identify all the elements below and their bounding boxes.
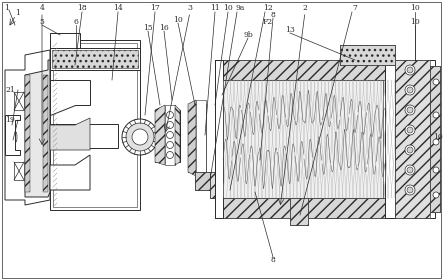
Circle shape: [167, 111, 174, 118]
Text: 15: 15: [143, 24, 153, 32]
Bar: [14, 162, 24, 180]
Polygon shape: [290, 198, 308, 225]
Bar: [290, 198, 308, 225]
Text: 9b: 9b: [243, 31, 253, 39]
Bar: [430, 66, 440, 212]
Circle shape: [126, 123, 154, 151]
Circle shape: [407, 107, 413, 113]
Polygon shape: [188, 100, 196, 176]
Bar: [53, 43, 137, 207]
Circle shape: [405, 105, 415, 115]
Bar: [14, 92, 24, 110]
Circle shape: [122, 119, 158, 155]
Circle shape: [405, 185, 415, 195]
Text: 10: 10: [410, 4, 420, 12]
Text: 8: 8: [271, 11, 276, 19]
Polygon shape: [210, 172, 232, 198]
Polygon shape: [50, 155, 90, 190]
Bar: [215, 60, 223, 218]
Circle shape: [167, 141, 174, 148]
Polygon shape: [5, 50, 50, 205]
Text: 13: 13: [285, 26, 295, 34]
Circle shape: [167, 151, 174, 158]
Text: 16: 16: [159, 24, 169, 32]
Polygon shape: [155, 105, 165, 165]
Circle shape: [405, 85, 415, 95]
Polygon shape: [175, 105, 180, 165]
Text: 3: 3: [187, 4, 193, 12]
Bar: [395, 60, 435, 218]
Bar: [340, 45, 395, 65]
Text: 1: 1: [16, 9, 20, 17]
Polygon shape: [43, 75, 48, 192]
Polygon shape: [5, 115, 20, 155]
Text: 2: 2: [303, 4, 307, 12]
Polygon shape: [430, 66, 440, 212]
Polygon shape: [196, 100, 206, 176]
Polygon shape: [395, 60, 430, 218]
Text: F2: F2: [263, 18, 273, 26]
Bar: [188, 104, 206, 172]
Circle shape: [407, 147, 413, 153]
Text: 11: 11: [210, 4, 220, 12]
Circle shape: [167, 132, 174, 139]
Bar: [385, 60, 395, 218]
Text: 1: 1: [4, 4, 9, 12]
Text: 10: 10: [173, 16, 183, 24]
Bar: [155, 110, 180, 162]
Bar: [195, 172, 215, 190]
Text: 10: 10: [410, 18, 420, 26]
Circle shape: [405, 145, 415, 155]
Text: 21: 21: [5, 86, 15, 94]
Circle shape: [405, 65, 415, 75]
Circle shape: [407, 67, 413, 73]
Circle shape: [405, 125, 415, 135]
Circle shape: [433, 167, 439, 173]
Bar: [50, 33, 80, 48]
Circle shape: [407, 127, 413, 133]
Bar: [223, 80, 383, 198]
Text: 5: 5: [39, 18, 44, 26]
Bar: [52, 50, 138, 68]
Bar: [50, 124, 118, 148]
Circle shape: [167, 122, 174, 129]
Polygon shape: [25, 60, 50, 197]
Text: 17: 17: [150, 4, 160, 12]
Polygon shape: [50, 80, 90, 115]
Bar: [210, 172, 232, 198]
Text: 6: 6: [74, 18, 78, 26]
Polygon shape: [340, 45, 395, 65]
Text: 8: 8: [271, 256, 276, 264]
Polygon shape: [165, 105, 175, 165]
Text: 4: 4: [39, 4, 44, 12]
Polygon shape: [215, 60, 395, 80]
Circle shape: [433, 112, 439, 118]
Text: 7: 7: [353, 4, 358, 12]
Text: 9a: 9a: [235, 4, 245, 12]
Circle shape: [405, 165, 415, 175]
Bar: [215, 60, 395, 80]
Polygon shape: [215, 198, 395, 218]
Text: 12: 12: [263, 4, 273, 12]
Text: 19: 19: [5, 116, 15, 124]
Circle shape: [407, 187, 413, 193]
Circle shape: [132, 129, 148, 145]
Circle shape: [433, 79, 439, 85]
Circle shape: [433, 139, 439, 145]
Text: 10: 10: [433, 133, 443, 141]
Polygon shape: [195, 172, 215, 190]
Polygon shape: [25, 75, 30, 192]
Text: 18: 18: [77, 4, 87, 12]
Bar: [50, 40, 140, 210]
Bar: [50, 48, 140, 70]
Text: 10: 10: [223, 4, 233, 12]
Circle shape: [407, 87, 413, 93]
Circle shape: [433, 192, 439, 198]
Bar: [215, 198, 395, 218]
Polygon shape: [50, 118, 90, 150]
Circle shape: [407, 167, 413, 173]
Text: 14: 14: [113, 4, 123, 12]
